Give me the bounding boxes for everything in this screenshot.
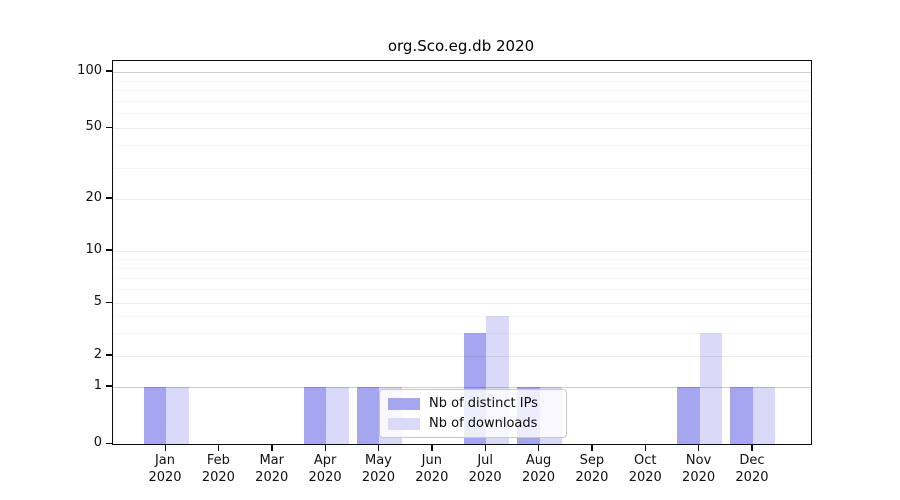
gridline-y-60 bbox=[113, 113, 811, 114]
x-tick-label-sep: Sep 2020 bbox=[575, 453, 609, 485]
gridline-y-9 bbox=[113, 259, 811, 260]
legend-row: Nb of distinct IPs bbox=[388, 396, 556, 411]
y-tick-mark-0 bbox=[106, 442, 112, 444]
x-tick-label-jun: Jun 2020 bbox=[415, 453, 449, 485]
x-tick-label-apr: Apr 2020 bbox=[308, 453, 342, 485]
gridline-y-3 bbox=[113, 333, 811, 334]
bar-distinct-ips-may bbox=[356, 386, 380, 444]
gridline-y-90 bbox=[113, 81, 811, 82]
x-tick-mark-jul bbox=[484, 444, 487, 451]
x-tick-mark-jun bbox=[431, 444, 433, 451]
bar-distinct-ips-jan bbox=[143, 386, 166, 444]
gridline-y-4 bbox=[113, 316, 811, 317]
legend-swatch-downloads bbox=[388, 417, 420, 430]
y-tick-label-20: 20 bbox=[85, 189, 102, 205]
legend-row: Nb of downloads bbox=[388, 416, 556, 431]
x-tick-mark-mar bbox=[271, 444, 273, 451]
x-tick-label-dec: Dec 2020 bbox=[735, 453, 769, 485]
plot-area: Nb of distinct IPs Nb of downloads bbox=[112, 60, 812, 445]
y-tick-mark-50 bbox=[106, 126, 112, 128]
gridline-y-8 bbox=[113, 268, 811, 269]
y-tick-label-100: 100 bbox=[77, 62, 102, 78]
x-tick-label-jan: Jan 2020 bbox=[148, 453, 182, 485]
gridline-y-50 bbox=[113, 128, 811, 130]
x-tick-mark-dec bbox=[751, 444, 753, 451]
y-tick-label-2: 2 bbox=[93, 346, 102, 362]
x-tick-mark-aug bbox=[538, 444, 540, 451]
x-tick-mark-may bbox=[377, 444, 380, 451]
gridline-y-20 bbox=[113, 198, 811, 200]
gridline-y-100 bbox=[113, 71, 811, 73]
y-tick-label-50: 50 bbox=[85, 119, 102, 135]
y-tick-label-0: 0 bbox=[93, 435, 102, 450]
x-tick-mark-feb bbox=[217, 444, 220, 451]
legend-swatch-distinct-ips bbox=[388, 397, 420, 410]
bar-distinct-ips-nov bbox=[677, 386, 700, 444]
x-tick-label-feb: Feb 2020 bbox=[201, 453, 235, 485]
y-tick-label-5: 5 bbox=[93, 294, 102, 310]
gridline-y-10 bbox=[113, 250, 811, 252]
x-tick-mark-nov bbox=[698, 444, 700, 451]
gridline-y-7 bbox=[113, 278, 811, 279]
y-tick-mark-20 bbox=[106, 197, 112, 199]
gridline-y-6 bbox=[113, 289, 811, 290]
legend-label-downloads: Nb of downloads bbox=[429, 416, 538, 431]
bar-distinct-ips-dec bbox=[730, 386, 753, 444]
x-tick-label-may: May 2020 bbox=[361, 453, 395, 485]
gridline-y-40 bbox=[113, 145, 811, 146]
bar-downloads-apr bbox=[326, 386, 349, 444]
y-tick-mark-10 bbox=[106, 249, 112, 251]
x-tick-label-oct: Oct 2020 bbox=[628, 453, 662, 485]
legend: Nb of distinct IPs Nb of downloads bbox=[379, 389, 567, 438]
gridline-y-80 bbox=[113, 90, 811, 91]
gridline-y-5 bbox=[113, 303, 811, 305]
x-tick-label-jul: Jul 2020 bbox=[468, 453, 502, 485]
y-tick-label-10: 10 bbox=[85, 241, 102, 257]
gridline-y-30 bbox=[113, 168, 811, 169]
chart-title: org.Sco.eg.db 2020 bbox=[387, 37, 535, 55]
x-tick-mark-jan bbox=[164, 444, 166, 451]
y-tick-mark-100 bbox=[106, 70, 112, 72]
x-tick-label-nov: Nov 2020 bbox=[682, 453, 716, 485]
y-tick-mark-5 bbox=[106, 301, 112, 303]
x-tick-label-aug: Aug 2020 bbox=[521, 453, 556, 485]
gridline-y-2 bbox=[113, 355, 811, 357]
y-tick-mark-1 bbox=[106, 385, 112, 387]
gridline-y-70 bbox=[113, 101, 811, 102]
x-tick-mark-sep bbox=[591, 444, 593, 451]
legend-label-distinct-ips: Nb of distinct IPs bbox=[429, 396, 538, 411]
x-tick-mark-apr bbox=[324, 444, 326, 451]
gridline-y-1 bbox=[113, 386, 811, 388]
y-tick-mark-2 bbox=[106, 354, 112, 356]
bar-downloads-jan bbox=[166, 386, 189, 444]
bar-downloads-nov bbox=[699, 332, 723, 444]
bar-distinct-ips-apr bbox=[303, 386, 327, 444]
x-tick-label-mar: Mar 2020 bbox=[255, 453, 289, 485]
bar-downloads-dec bbox=[752, 386, 776, 444]
x-tick-mark-oct bbox=[644, 444, 647, 451]
y-tick-label-1: 1 bbox=[93, 377, 102, 393]
